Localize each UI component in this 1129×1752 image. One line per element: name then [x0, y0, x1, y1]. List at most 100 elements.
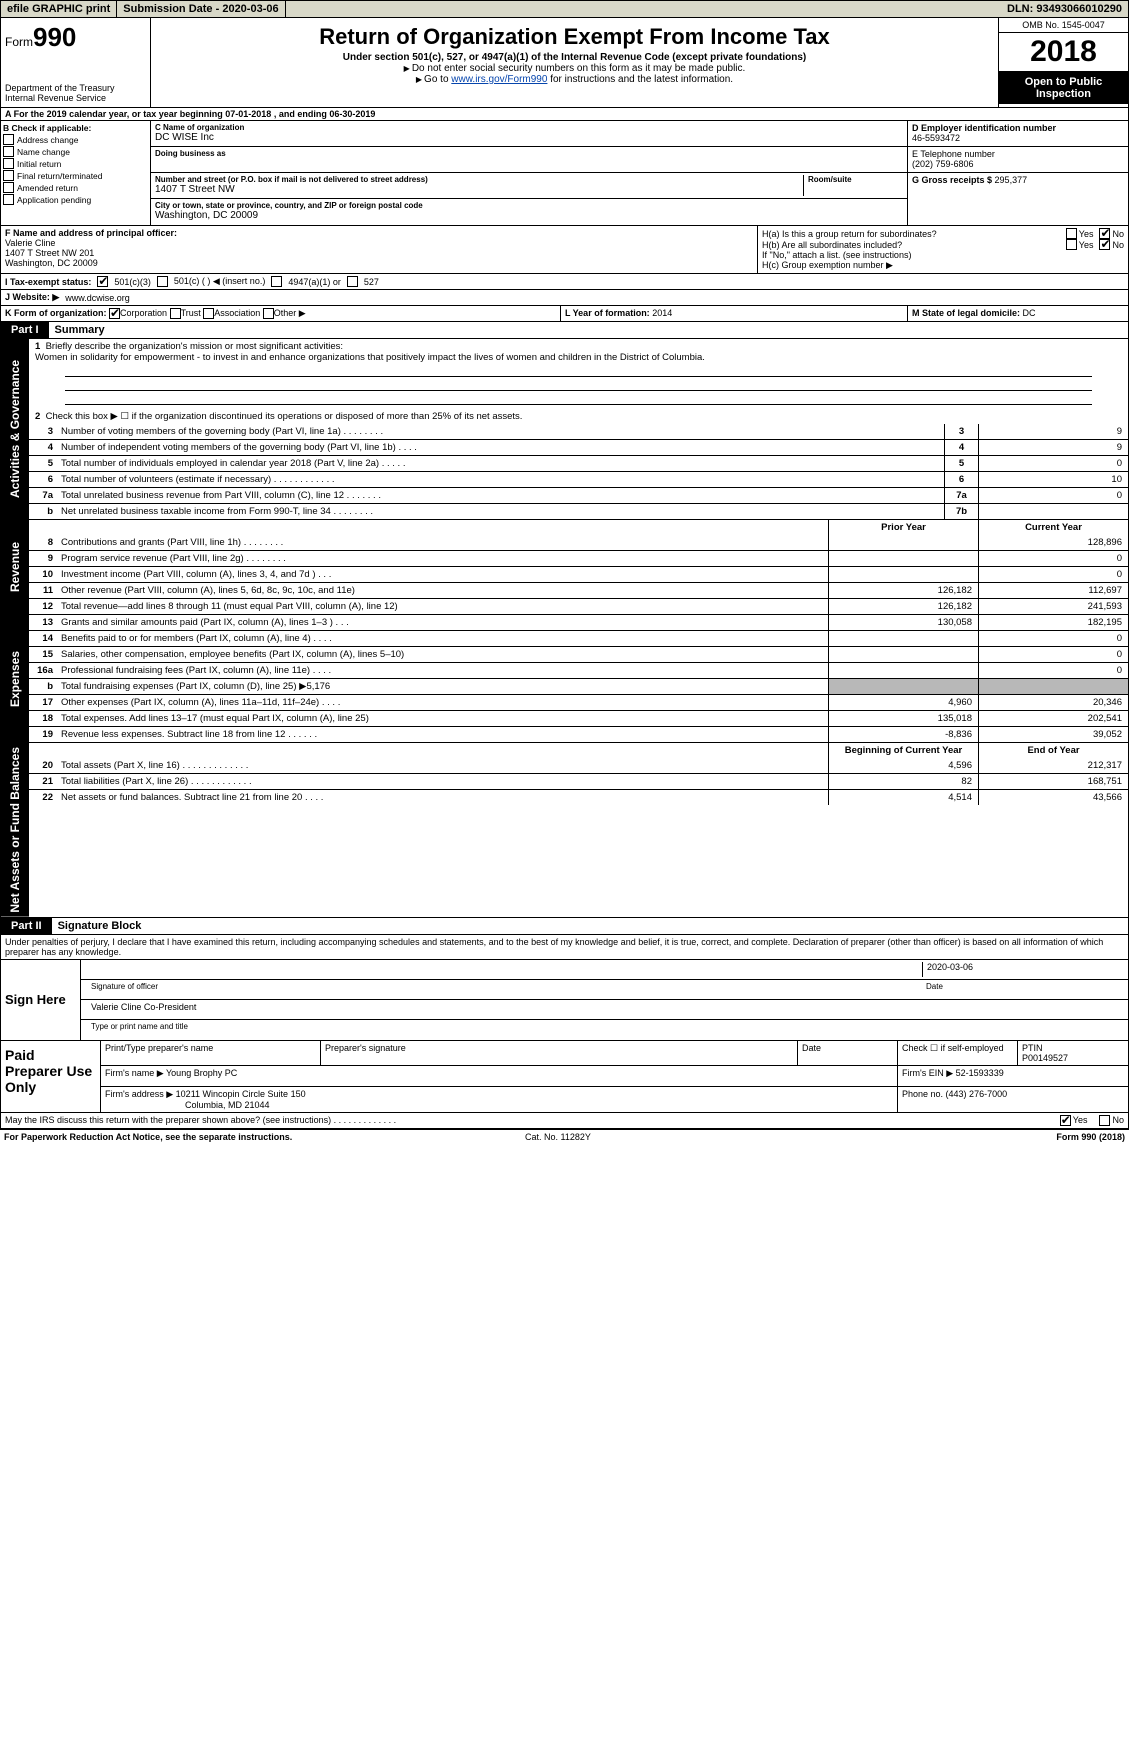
sign-here-row: Sign Here 2020-03-06 Signature of office…: [1, 960, 1128, 1040]
gross-receipts-value: 295,377: [995, 175, 1028, 185]
row-l-formation: L Year of formation: 2014: [561, 306, 908, 321]
check-name-change[interactable]: Name change: [3, 146, 148, 157]
type-name-label: Type or print name and title: [87, 1022, 192, 1038]
check-address-change[interactable]: Address change: [3, 134, 148, 145]
check-pending[interactable]: Application pending: [3, 194, 148, 205]
rev-line-8: 8Contributions and grants (Part VIII, li…: [29, 535, 1128, 550]
ein-value: 46-5593472: [912, 133, 1124, 143]
exp-line-16a: 16aProfessional fundraising fees (Part I…: [29, 662, 1128, 678]
group-return-h: H(a) Is this a group return for subordin…: [758, 226, 1128, 273]
gov-line-3: 3Number of voting members of the governi…: [29, 424, 1128, 439]
ha-yes[interactable]: Yes: [1066, 228, 1094, 239]
section-expenses: Expenses 13Grants and similar amounts pa…: [0, 615, 1129, 743]
form-number: Form990: [5, 22, 146, 53]
part1-title: Summary: [49, 322, 1128, 338]
ptin-cell: PTIN P00149527: [1018, 1041, 1128, 1065]
form-title: Return of Organization Exempt From Incom…: [155, 24, 994, 50]
dln-cell: DLN: 93493066010290: [1001, 1, 1128, 17]
exp-line-19: 19Revenue less expenses. Subtract line 1…: [29, 726, 1128, 742]
gov-line-5: 5Total number of individuals employed in…: [29, 455, 1128, 471]
check-amended[interactable]: Amended return: [3, 182, 148, 193]
rev-line-11: 11Other revenue (Part VIII, column (A), …: [29, 582, 1128, 598]
part2-tag: Part II: [1, 918, 52, 934]
check-501c3[interactable]: [97, 276, 108, 287]
pp-name-label: Print/Type preparer's name: [101, 1041, 321, 1065]
check-trust[interactable]: [170, 308, 181, 319]
dba-label: Doing business as: [155, 149, 903, 158]
exp-line-17: 17Other expenses (Part IX, column (A), l…: [29, 694, 1128, 710]
part2-header: Part II Signature Block: [0, 918, 1129, 935]
firm-ein: Firm's EIN ▶ 52-1593339: [898, 1066, 1128, 1086]
form-header: Form990 Department of the Treasury Inter…: [0, 18, 1129, 108]
check-other[interactable]: [263, 308, 274, 319]
section-governance: Activities & Governance 1 Briefly descri…: [0, 339, 1129, 520]
check-final-return[interactable]: Final return/terminated: [3, 170, 148, 181]
open-to-public: Open to Public Inspection: [999, 72, 1128, 104]
section-net-assets: Net Assets or Fund Balances Beginning of…: [0, 743, 1129, 918]
check-corporation[interactable]: [109, 308, 120, 319]
treasury-dept: Department of the Treasury: [5, 83, 146, 93]
omb-number: OMB No. 1545-0047: [999, 18, 1128, 32]
pp-date-label: Date: [798, 1041, 898, 1065]
hb-label: H(b) Are all subordinates included?: [762, 240, 1060, 250]
irs-label: Internal Revenue Service: [5, 93, 146, 103]
row-k-form-org: K Form of organization: Corporation Trus…: [1, 306, 561, 321]
rev-line-12: 12Total revenue—add lines 8 through 11 (…: [29, 598, 1128, 614]
instructions-link-line: Go to www.irs.gov/Form990 for instructio…: [155, 74, 994, 85]
form-footer: Form 990 (2018): [1056, 1132, 1125, 1142]
tax-year: 2018: [999, 32, 1128, 72]
paid-preparer-label: Paid Preparer Use Only: [1, 1041, 101, 1112]
hb-no[interactable]: No: [1099, 239, 1124, 250]
side-revenue: Revenue: [1, 520, 29, 614]
net-line-20: 20Total assets (Part X, line 16) . . . .…: [29, 758, 1128, 773]
side-governance: Activities & Governance: [1, 339, 29, 519]
phone-value: (202) 759-6806: [912, 159, 1124, 169]
exp-line-18: 18Total expenses. Add lines 13–17 (must …: [29, 710, 1128, 726]
city-value: Washington, DC 20009: [155, 210, 903, 221]
gov-line-6: 6Total number of volunteers (estimate if…: [29, 471, 1128, 487]
form-subtitle: Under section 501(c), 527, or 4947(a)(1)…: [155, 52, 994, 63]
side-expenses: Expenses: [1, 615, 29, 742]
header-center: Return of Organization Exempt From Incom…: [151, 18, 998, 107]
discuss-no[interactable]: No: [1099, 1115, 1124, 1126]
website-label: J Website: ▶: [5, 292, 59, 303]
hb-yes[interactable]: Yes: [1066, 239, 1094, 250]
sig-officer-label: Signature of officer: [87, 982, 922, 997]
org-name-value: DC WISE Inc: [155, 132, 903, 143]
exp-line-b: bTotal fundraising expenses (Part IX, co…: [29, 678, 1128, 694]
rev-line-9: 9Program service revenue (Part VIII, lin…: [29, 550, 1128, 566]
page-footer: For Paperwork Reduction Act Notice, see …: [0, 1129, 1129, 1144]
check-4947[interactable]: [271, 276, 282, 287]
check-initial-return[interactable]: Initial return: [3, 158, 148, 169]
signature-block: Under penalties of perjury, I declare th…: [0, 935, 1129, 1129]
col-b-header: B Check if applicable:: [3, 123, 148, 133]
room-label: Room/suite: [808, 175, 903, 184]
ein-label: D Employer identification number: [912, 123, 1124, 133]
principal-officer: F Name and address of principal officer:…: [1, 226, 758, 273]
hb-note: If "No," attach a list. (see instruction…: [762, 250, 1124, 260]
org-name-label: C Name of organization: [155, 123, 903, 132]
check-501c[interactable]: [157, 276, 168, 287]
form990-link[interactable]: www.irs.gov/Form990: [451, 74, 547, 85]
street-label: Number and street (or P.O. box if mail i…: [155, 175, 803, 184]
submission-date-cell: Submission Date - 2020-03-06: [117, 1, 285, 17]
net-line-22: 22Net assets or fund balances. Subtract …: [29, 789, 1128, 805]
sig-date: 2020-03-06: [922, 962, 1122, 977]
side-net-assets: Net Assets or Fund Balances: [1, 743, 29, 917]
line2-discontinued: 2 Check this box ▶ ☐ if the organization…: [29, 409, 1128, 424]
check-527[interactable]: [347, 276, 358, 287]
revenue-header: Prior Year Current Year: [29, 520, 1128, 535]
rev-line-10: 10Investment income (Part VIII, column (…: [29, 566, 1128, 582]
line1-mission: 1 Briefly describe the organization's mi…: [29, 339, 1128, 409]
mission-text: Women in solidarity for empowerment - to…: [35, 352, 705, 363]
efile-label: efile GRAPHIC print: [1, 1, 117, 17]
discuss-yes[interactable]: Yes: [1060, 1115, 1088, 1126]
firm-phone: Phone no. (443) 276-7000: [898, 1087, 1128, 1112]
column-c-org-info: C Name of organization DC WISE Inc Doing…: [151, 121, 908, 225]
cat-number: Cat. No. 11282Y: [525, 1132, 591, 1142]
gov-line-b: bNet unrelated business taxable income f…: [29, 503, 1128, 519]
check-association[interactable]: [203, 308, 214, 319]
row-a-tax-year: A For the 2019 calendar year, or tax yea…: [0, 108, 1129, 121]
header-left: Form990 Department of the Treasury Inter…: [1, 18, 151, 107]
pp-self-employed[interactable]: Check ☐ if self-employed: [898, 1041, 1018, 1065]
